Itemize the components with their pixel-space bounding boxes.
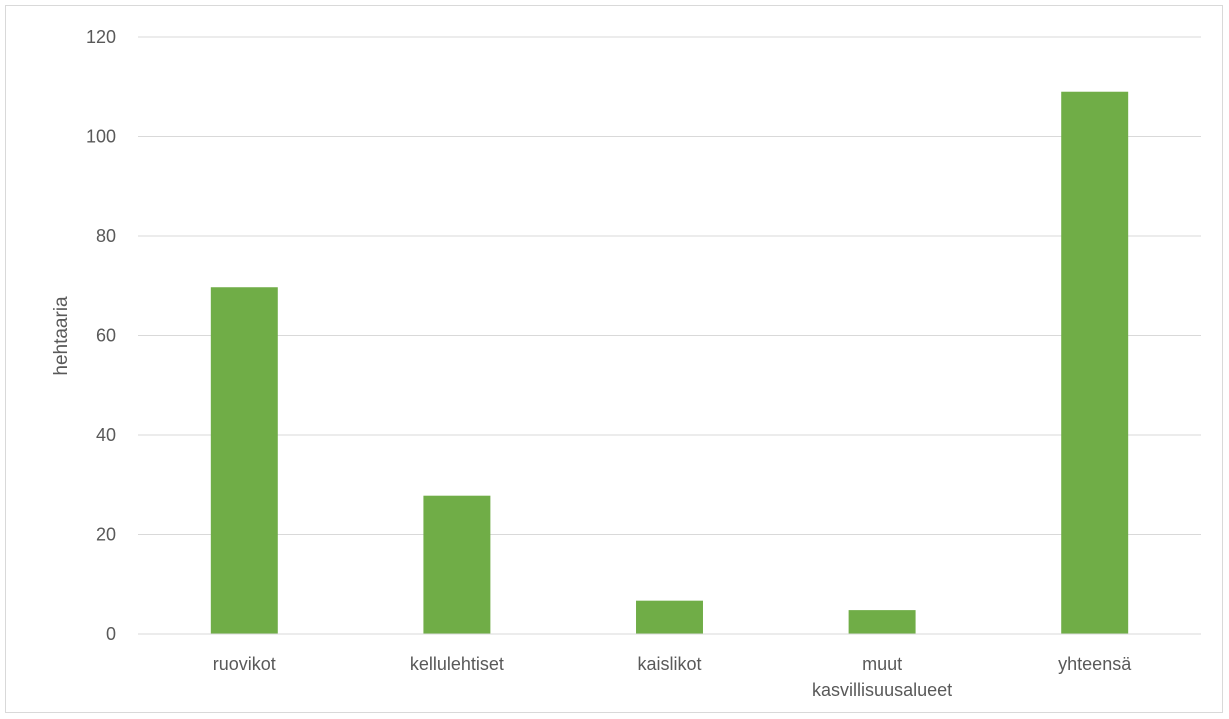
x-tick-label: kaislikot	[637, 654, 701, 674]
y-tick-label: 0	[106, 624, 116, 644]
x-tick-label: kellulehtiset	[410, 654, 504, 674]
y-tick-label: 100	[86, 127, 116, 147]
bar	[636, 600, 703, 634]
y-tick-label: 80	[96, 226, 116, 246]
x-tick-label: ruovikot	[213, 654, 276, 674]
bar	[1061, 91, 1129, 635]
y-tick-label: 20	[96, 525, 116, 545]
bar	[423, 495, 491, 634]
bar	[848, 610, 916, 634]
x-tick-label: kasvillisuusalueet	[812, 680, 952, 700]
y-tick-label: 40	[96, 425, 116, 445]
y-tick-label: 60	[96, 326, 116, 346]
chart-frame	[5, 5, 1223, 713]
gridlines	[138, 36, 1201, 535]
x-tick-label: muut	[862, 654, 902, 674]
y-axis-title: hehtaaria	[51, 296, 72, 376]
y-tick-label: 120	[86, 27, 116, 47]
x-tick-label: yhteensä	[1058, 654, 1132, 674]
bar	[210, 287, 278, 634]
bars	[210, 91, 1129, 635]
y-tick-labels: 0 20 40 60 80 100 120	[86, 27, 116, 644]
x-tick-labels: ruovikot kellulehtiset kaislikot muut kasvil…	[213, 654, 1132, 700]
